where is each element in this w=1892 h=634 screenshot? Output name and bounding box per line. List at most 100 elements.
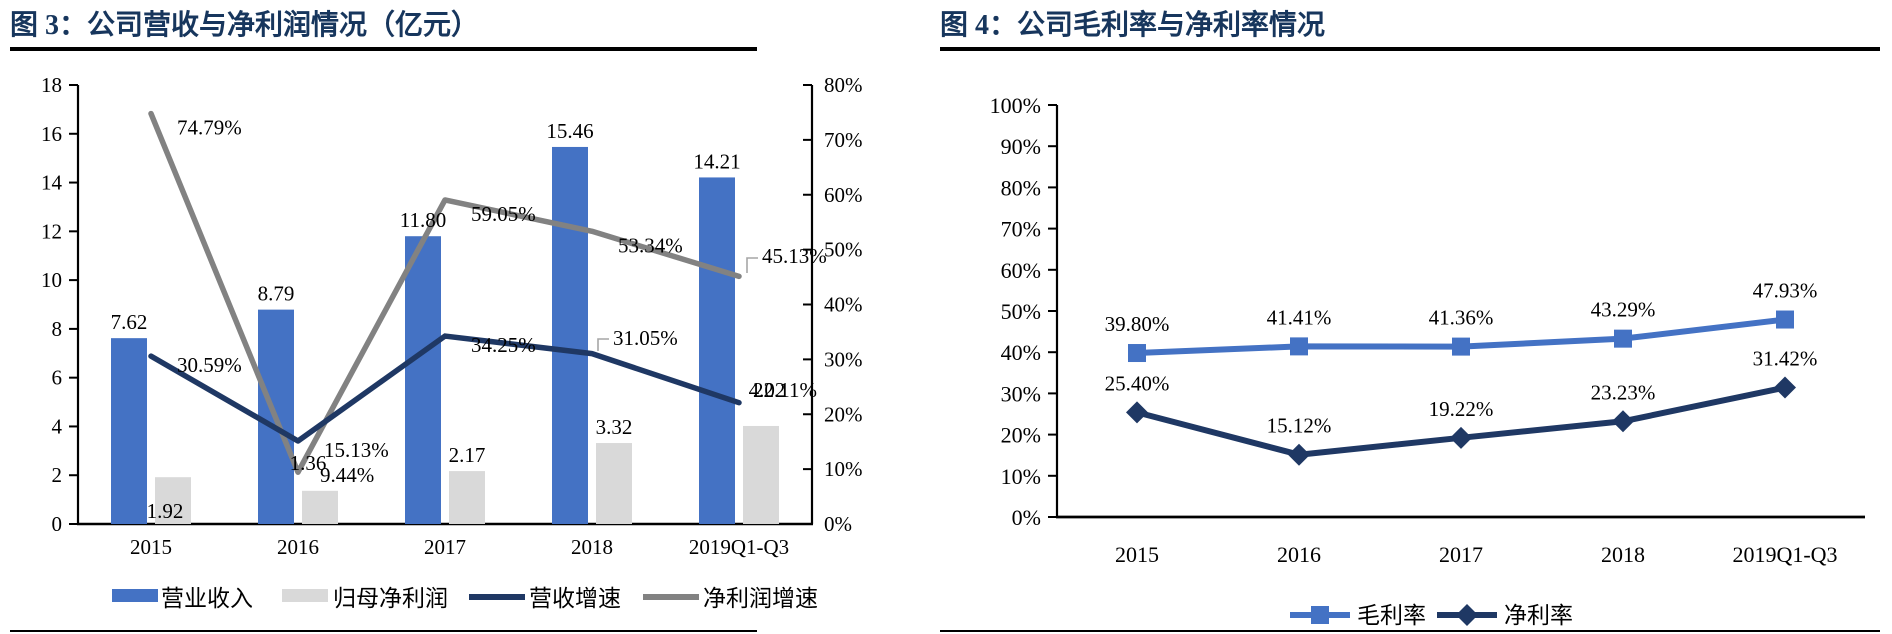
- svg-text:2: 2: [52, 463, 63, 487]
- fig4-series-0: 39.80% 41.41% 41.36% 43.29% 47.93%: [1105, 279, 1818, 363]
- svg-text:34.25%: 34.25%: [471, 333, 536, 357]
- figure-4: 图 4：公司毛利率与净利率情况 0% 10% 20% 30% 40% 50% 60% 70% 8…: [940, 8, 1892, 632]
- figure-3-title: 图 3：公司营收与净利润情况（亿元）: [10, 10, 480, 41]
- svg-text:2016: 2016: [277, 535, 319, 559]
- svg-text:30%: 30%: [824, 347, 863, 371]
- svg-text:23.23%: 23.23%: [1591, 380, 1656, 404]
- svg-text:59.05%: 59.05%: [471, 202, 536, 226]
- fig3-bar-series-0: [111, 146, 735, 524]
- svg-text:15.13%: 15.13%: [324, 438, 389, 462]
- svg-text:1.36: 1.36: [290, 451, 327, 475]
- svg-text:90%: 90%: [1001, 134, 1041, 159]
- figure-4-title: 图 4：公司毛利率与净利率情况: [940, 10, 1326, 41]
- svg-text:2018: 2018: [1601, 542, 1645, 567]
- fig4-legend: 毛利率 净利率: [1290, 603, 1573, 628]
- svg-text:25.40%: 25.40%: [1105, 371, 1170, 395]
- svg-text:30%: 30%: [1001, 381, 1041, 406]
- svg-text:74.79%: 74.79%: [177, 116, 242, 140]
- fig4-axes: 0% 10% 20% 30% 40% 50% 60% 70% 80% 90% 100% 2015 201…: [990, 93, 1865, 567]
- svg-text:2017: 2017: [1439, 542, 1483, 567]
- svg-text:22.11%: 22.11%: [753, 378, 817, 402]
- svg-text:39.80%: 39.80%: [1105, 312, 1170, 336]
- svg-text:47.93%: 47.93%: [1753, 279, 1818, 303]
- svg-text:18: 18: [41, 73, 62, 97]
- svg-text:2.17: 2.17: [449, 443, 486, 467]
- svg-text:营收增速: 营收增速: [529, 586, 621, 611]
- svg-text:53.34%: 53.34%: [618, 233, 683, 257]
- svg-text:2015: 2015: [1115, 542, 1159, 567]
- svg-text:41.36%: 41.36%: [1429, 306, 1494, 330]
- figure-3-title-rule: [10, 47, 757, 51]
- svg-text:15.12%: 15.12%: [1267, 414, 1332, 438]
- svg-text:10%: 10%: [824, 457, 863, 481]
- svg-text:80%: 80%: [1001, 175, 1041, 200]
- figure-4-bottom-rule: [940, 630, 1880, 632]
- svg-text:9.44%: 9.44%: [320, 463, 374, 487]
- svg-text:20%: 20%: [1001, 423, 1041, 448]
- svg-text:0: 0: [52, 512, 63, 536]
- fig3-bar-labels: 7.62 8.79 11.80 15.46 14.21 1.92 1.36 2.17 3.32 4…: [111, 119, 786, 523]
- svg-text:4.02: 4.02: [749, 378, 786, 402]
- svg-text:50%: 50%: [1001, 299, 1041, 324]
- svg-text:11.80: 11.80: [400, 208, 446, 232]
- svg-text:60%: 60%: [1001, 258, 1041, 283]
- svg-text:50%: 50%: [824, 238, 863, 262]
- svg-text:40%: 40%: [1001, 340, 1041, 365]
- svg-text:100%: 100%: [990, 93, 1041, 118]
- svg-text:31.42%: 31.42%: [1753, 347, 1818, 371]
- svg-text:净利润增速: 净利润增速: [703, 586, 818, 611]
- svg-text:2019Q1-Q3: 2019Q1-Q3: [1732, 542, 1837, 567]
- svg-text:3.32: 3.32: [596, 415, 633, 439]
- svg-text:2015: 2015: [130, 535, 172, 559]
- svg-text:43.29%: 43.29%: [1591, 298, 1656, 322]
- legend-swatch-revenue: [112, 589, 158, 602]
- legend-swatch-net-profit: [282, 589, 328, 602]
- legend-swatch-revenue-growth: [469, 594, 525, 600]
- svg-text:15.46: 15.46: [546, 119, 593, 143]
- svg-text:10: 10: [41, 268, 62, 292]
- fig3-line-series-1: [148, 110, 742, 475]
- svg-text:2018: 2018: [571, 535, 613, 559]
- svg-text:70%: 70%: [1001, 217, 1041, 242]
- svg-text:2019Q1-Q3: 2019Q1-Q3: [689, 535, 789, 559]
- svg-text:45.13%: 45.13%: [762, 244, 827, 268]
- legend-swatch-profit-growth: [643, 594, 699, 600]
- svg-text:2017: 2017: [424, 535, 466, 559]
- svg-text:60%: 60%: [824, 183, 863, 207]
- svg-text:12: 12: [41, 219, 62, 243]
- figure-4-chart: 0% 10% 20% 30% 40% 50% 60% 70% 80% 90% 100% 2015 201…: [990, 93, 1865, 628]
- svg-text:19.22%: 19.22%: [1429, 397, 1494, 421]
- svg-text:16: 16: [41, 122, 62, 146]
- figure-3: 图 3：公司营收与净利润情况（亿元） 0 2 4 6 8 10 12 14 16 18 0% 10% 2…: [10, 8, 880, 632]
- svg-text:0%: 0%: [824, 512, 852, 536]
- svg-text:6: 6: [52, 366, 63, 390]
- svg-text:0%: 0%: [1012, 505, 1041, 530]
- svg-text:41.41%: 41.41%: [1267, 305, 1332, 329]
- svg-text:14.21: 14.21: [693, 149, 740, 173]
- svg-text:20%: 20%: [824, 402, 863, 426]
- svg-text:14: 14: [41, 171, 63, 195]
- svg-text:31.05%: 31.05%: [613, 326, 678, 350]
- fig3-legend: 营业收入 归母净利润 营收增速 净利润增速: [112, 586, 818, 611]
- svg-text:10%: 10%: [1001, 464, 1041, 489]
- svg-text:70%: 70%: [824, 128, 863, 152]
- svg-text:8.79: 8.79: [258, 282, 295, 306]
- svg-text:30.59%: 30.59%: [177, 353, 242, 377]
- svg-text:2016: 2016: [1277, 542, 1321, 567]
- figure-4-title-rule: [940, 47, 1880, 51]
- svg-text:毛利率: 毛利率: [1357, 603, 1426, 628]
- svg-text:营业收入: 营业收入: [161, 586, 253, 611]
- fig3-axes: 0 2 4 6 8 10 12 14 16 18 0% 10% 20% 30% 40% 50% 60% 70% 80…: [41, 73, 863, 559]
- figure-3-bottom-rule: [10, 630, 757, 632]
- svg-text:归母净利润: 归母净利润: [333, 586, 448, 611]
- svg-text:4: 4: [52, 414, 63, 438]
- svg-text:7.62: 7.62: [111, 310, 148, 334]
- svg-text:80%: 80%: [824, 73, 863, 97]
- svg-text:1.92: 1.92: [147, 499, 184, 523]
- fig3-line-labels: 30.59% 15.13% 34.25% 31.05% 22.11% 74.79% 9.44…: [177, 116, 827, 487]
- fig3-bar-series-1: [155, 425, 779, 524]
- fig4-series-1: 25.40% 15.12% 19.22% 23.23% 31.42%: [1105, 347, 1818, 466]
- svg-text:8: 8: [52, 317, 63, 341]
- svg-text:净利率: 净利率: [1504, 603, 1573, 628]
